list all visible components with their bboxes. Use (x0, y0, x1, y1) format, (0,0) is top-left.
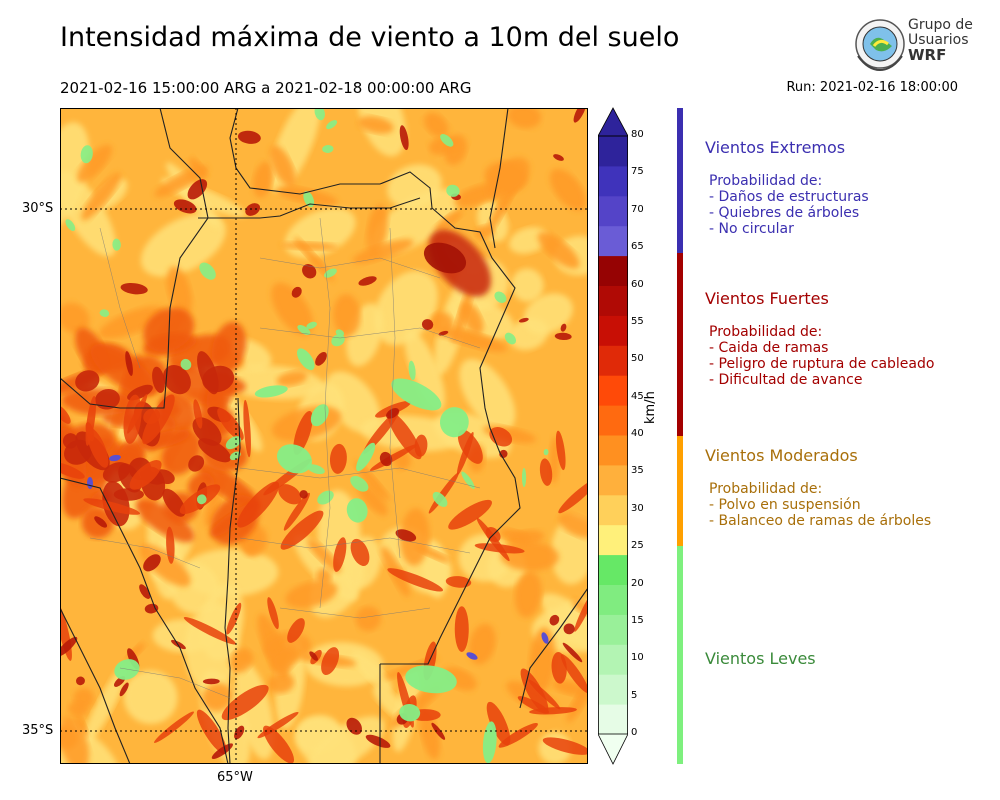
colorbar-tick-label: 55 (631, 315, 644, 327)
desc-line: - Quiebres de árboles (709, 205, 860, 221)
category-description: Probabilidad de: - Caida de ramas - Peli… (709, 324, 934, 388)
lat-lon-graticule (60, 108, 588, 764)
colorbar-min-arrow (598, 733, 628, 765)
colorbar-tick-label: 65 (631, 241, 644, 253)
run-timestamp: Run: 2021-02-16 18:00:00 (786, 80, 958, 95)
category-extremos: Vientos Extremos Probabilidad de: - Daño… (705, 138, 869, 237)
colorbar-segment (598, 584, 628, 615)
category-color-bar (677, 108, 683, 764)
colorbar-segment (598, 704, 628, 735)
colorbar-tick-label: 5 (631, 689, 638, 701)
colorbar-segment (598, 524, 628, 556)
colorbar-tick-label: 30 (631, 502, 644, 514)
colorbar-segment (598, 255, 628, 286)
colorbar-tick-label: 35 (631, 465, 644, 477)
colorbar-tick-label: 80 (631, 129, 644, 140)
logo-wordmark: Grupo de Usuarios WRF (908, 18, 973, 63)
map-title: Intensidad máxima de viento a 10m del su… (60, 22, 680, 53)
category-fuertes: Vientos Fuertes Probabilidad de: - Caida… (705, 289, 934, 388)
colorbar-tick-label: 45 (631, 390, 644, 402)
colorbar-tick-label: 60 (631, 278, 644, 290)
colorbar-segment (598, 195, 628, 227)
logo-line-1: Grupo de (908, 17, 973, 33)
colorbar-tick-label: 40 (631, 428, 644, 439)
colorbar-tick-label: 20 (631, 577, 644, 589)
colorbar-max-arrow (598, 107, 628, 137)
colorbar-segment (598, 136, 628, 167)
category-moderados: Vientos Moderados Probabilidad de: - Pol… (705, 446, 931, 529)
wind-speed-colorbar (598, 107, 628, 765)
colorbar-segment (598, 554, 628, 585)
desc-line: - Daños de estructuras (709, 189, 869, 205)
colorbar-unit: km/h (643, 391, 658, 424)
desc-line: - Peligro de ruptura de cableado (709, 356, 935, 372)
category-title: Vientos Moderados (705, 446, 858, 465)
colorbar-segment (598, 614, 628, 645)
grupo-usuarios-wrf-logo (855, 19, 905, 72)
logo-line-2: Usuarios (908, 32, 969, 48)
colorbar-segment (598, 225, 628, 257)
wind-field (60, 108, 588, 764)
colorbar-segment (598, 375, 628, 406)
desc-line: Probabilidad de: (709, 173, 823, 189)
colorbar-tick-label: 50 (631, 353, 644, 365)
colorbar-segment (598, 494, 628, 526)
desc-line: Probabilidad de: (709, 324, 823, 340)
desc-line: - Dificultad de avance (709, 372, 863, 388)
desc-line: - No circular (709, 221, 794, 237)
colorbar-tick-label: 75 (631, 166, 644, 178)
colorbar-segment (598, 644, 628, 675)
category-description: Probabilidad de: - Daños de estructuras … (709, 173, 869, 237)
category-description: Probabilidad de: - Polvo en suspensión -… (709, 481, 931, 529)
desc-line: - Caida de ramas (709, 340, 829, 356)
colorbar-segment (598, 405, 628, 436)
category-title: Vientos Leves (705, 649, 816, 668)
desc-line: - Polvo en suspensión (709, 497, 861, 513)
colorbar-tick-label: 70 (631, 203, 644, 215)
lon-label-65w: 65°W (217, 770, 253, 785)
forecast-period: 2021-02-16 15:00:00 ARG a 2021-02-18 00:… (60, 79, 472, 97)
colorbar-segment (598, 345, 628, 376)
desc-line: Probabilidad de: (709, 481, 823, 497)
category-title: Vientos Extremos (705, 138, 846, 157)
province-borders (60, 108, 588, 764)
lat-label-30s: 30°S (22, 201, 54, 216)
colorbar-tick-label: 10 (631, 652, 644, 664)
category-leves: Vientos Leves (705, 649, 816, 668)
colorbar-tick-label: 25 (631, 540, 644, 552)
colorbar-segment (598, 674, 628, 705)
colorbar-segment (598, 464, 628, 496)
colorbar-segment (598, 315, 628, 346)
wind-intensity-map (60, 108, 588, 764)
lat-label-35s: 35°S (22, 723, 54, 738)
category-title: Vientos Fuertes (705, 289, 829, 308)
colorbar-segment (598, 285, 628, 316)
department-borders (89, 217, 481, 699)
colorbar-segment (598, 165, 628, 197)
colorbar-tick-label: 0 (631, 727, 638, 738)
colorbar-segment (598, 435, 628, 466)
colorbar-tick-label: 15 (631, 614, 644, 626)
desc-line: - Balanceo de ramas de árboles (709, 513, 932, 529)
logo-line-3: WRF (908, 46, 947, 64)
